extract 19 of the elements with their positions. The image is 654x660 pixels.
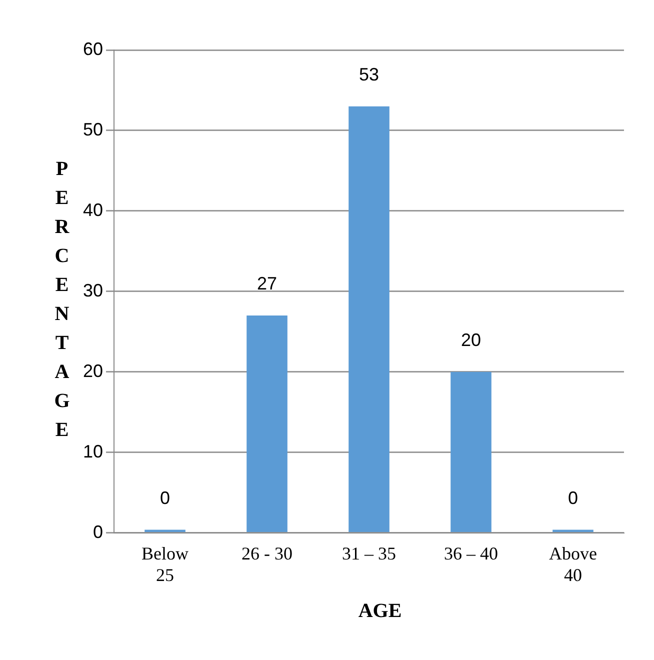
y-tick-label: 60 [82, 38, 104, 59]
x-tick-label: 31 – 35 [342, 543, 396, 564]
x-tick-label: Above 40 [549, 543, 597, 585]
x-axis-title: AGE [357, 600, 403, 623]
data-label: 20 [460, 330, 482, 350]
y-tick-label: 40 [82, 200, 104, 220]
data-label: 0 [568, 488, 578, 508]
data-label: 27 [257, 274, 278, 294]
x-tick-label: Below 25 [142, 543, 189, 585]
x-tick-label: 26 - 30 [242, 543, 293, 564]
x-tick-label: 36 – 40 [444, 543, 498, 564]
data-label: 53 [358, 64, 380, 84]
y-tick-label: 20 [82, 360, 104, 381]
data-label: 0 [160, 488, 170, 508]
y-tick-label: 0 [93, 522, 104, 542]
text: PERCENTAGE [54, 158, 70, 441]
y-tick-label: 50 [82, 119, 104, 140]
y-tick-label: 30 [82, 280, 104, 300]
y-tick-label: 10 [82, 441, 104, 462]
